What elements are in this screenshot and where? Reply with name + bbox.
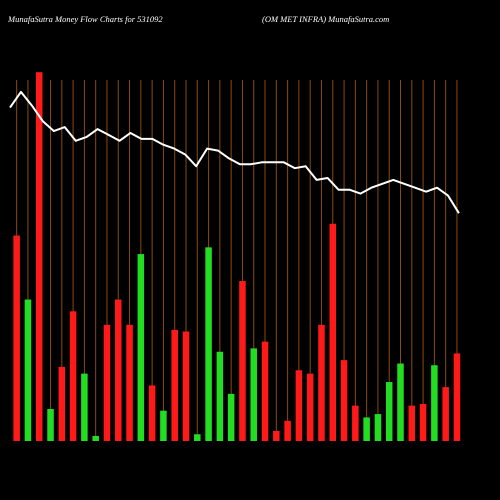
money-flow-bar: [160, 410, 167, 441]
money-flow-bar: [148, 385, 156, 441]
money-flow-bar: [137, 254, 145, 441]
money-flow-bar: [318, 324, 325, 441]
money-flow-bar: [408, 405, 416, 441]
money-flow-bar: [58, 366, 66, 441]
chart-header-right: (OM MET INFRA) MunafaSutra.com: [262, 14, 390, 24]
price-line-group: [9, 90, 460, 214]
money-flow-bar: [431, 365, 438, 441]
money-flow-bar: [385, 382, 393, 441]
money-flow-bar: [69, 311, 77, 441]
money-flow-bar: [35, 72, 43, 441]
money-flow-bar: [273, 430, 280, 441]
money-flow-bar: [182, 331, 190, 441]
money-flow-bar: [47, 409, 54, 441]
money-flow-bar: [250, 348, 257, 441]
price-line: [9, 90, 460, 214]
money-flow-bar: [295, 370, 303, 441]
money-flow-bar: [352, 405, 359, 441]
chart-header-left: MunafaSutra Money Flow Charts for 531092: [8, 14, 163, 24]
money-flow-bar: [216, 351, 224, 441]
money-flow-bar: [363, 417, 370, 441]
money-flow-bar: [284, 420, 291, 441]
money-flow-bar: [306, 373, 314, 441]
money-flow-bar: [13, 235, 20, 441]
money-flow-bar: [340, 360, 348, 441]
money-flow-bar: [261, 341, 269, 441]
money-flow-bar: [205, 247, 212, 441]
money-flow-bar: [103, 324, 111, 441]
money-flow-bar: [374, 414, 382, 441]
money-flow-bar: [397, 363, 404, 441]
money-flow-bar: [442, 387, 449, 441]
money-flow-bar: [92, 435, 99, 441]
money-flow-bar: [453, 353, 461, 441]
money-flow-bars: [13, 72, 461, 441]
money-flow-bar: [126, 324, 133, 441]
money-flow-bar: [194, 434, 201, 441]
money-flow-bar: [24, 299, 32, 441]
money-flow-bar: [81, 373, 88, 441]
money-flow-bar: [239, 281, 246, 441]
money-flow-bar: [227, 393, 235, 441]
money-flow-bar: [115, 299, 122, 441]
money-flow-bar: [419, 403, 427, 441]
money-flow-bar: [171, 329, 178, 441]
money-flow-bar: [329, 223, 337, 441]
